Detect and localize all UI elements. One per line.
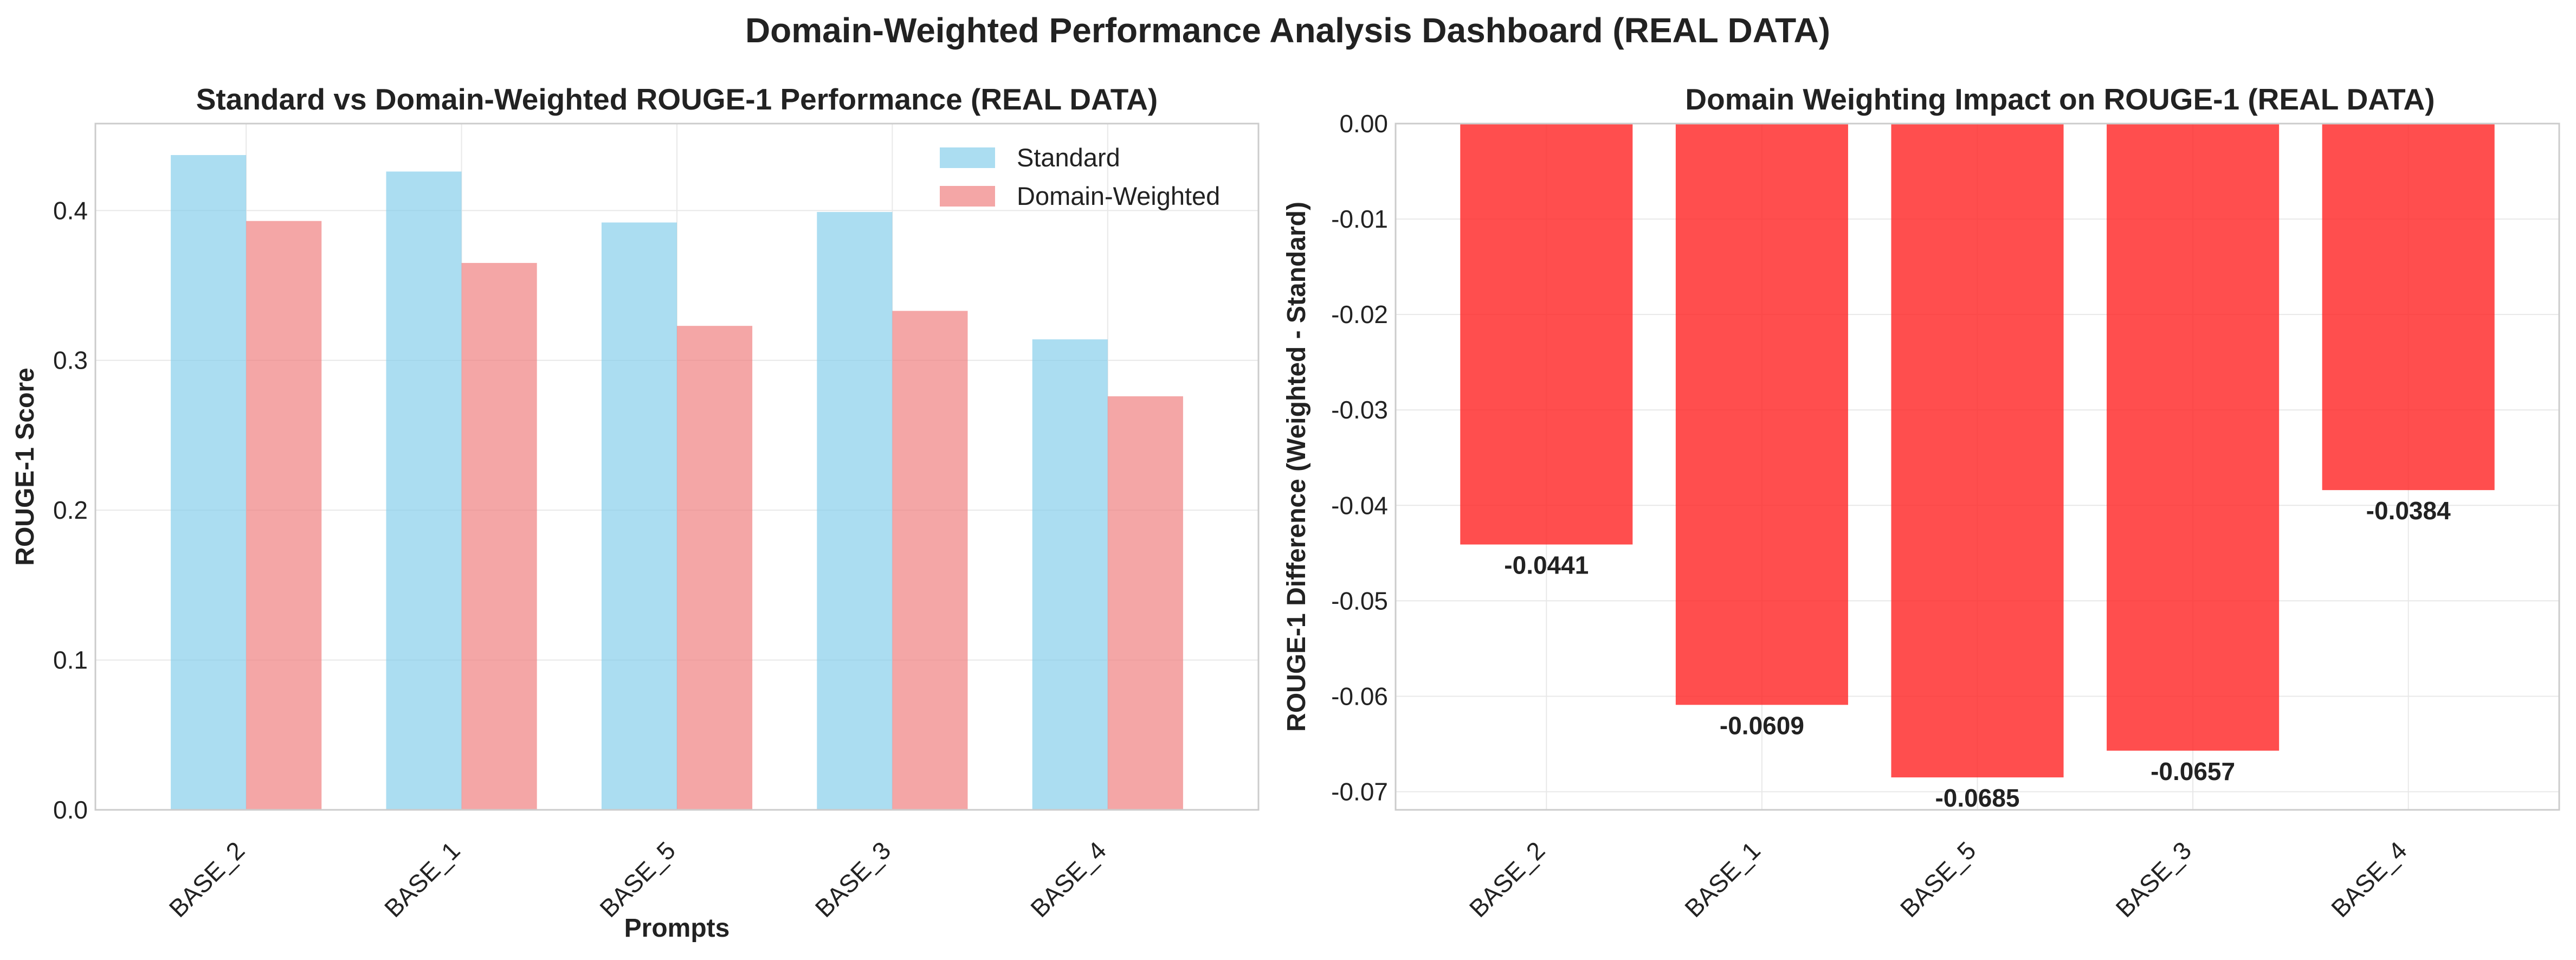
bar-diff-base_4 xyxy=(2322,124,2495,491)
bar-domain-weighted-base_5 xyxy=(677,326,753,810)
bar-diff-base_2 xyxy=(1460,124,1633,545)
right-value-labels: -0.0441 -0.0609 -0.0685 -0.0657 -0.0384 xyxy=(1504,497,2451,812)
bar-diff-base_3 xyxy=(2107,124,2280,751)
legend-swatch-domain-weighted xyxy=(940,186,995,207)
right-bars xyxy=(1460,124,2495,778)
bar-domain-weighted-base_2 xyxy=(246,221,322,810)
right-y-tick-label: -0.03 xyxy=(1331,396,1388,424)
right-x-tick-label: BASE_5 xyxy=(1895,836,1981,923)
value-label-base_5: -0.0685 xyxy=(1935,784,2019,812)
right-y-tick-label: -0.02 xyxy=(1331,300,1388,328)
left-y-tick-label: 0.2 xyxy=(53,496,88,524)
right-y-tick-label: -0.01 xyxy=(1331,205,1388,233)
right-y-tick-label: -0.04 xyxy=(1331,491,1388,519)
legend-label-domain-weighted: Domain-Weighted xyxy=(1017,182,1220,210)
right-x-ticks: BASE_2 BASE_1 BASE_5 BASE_3 BASE_4 xyxy=(1464,836,2412,923)
left-x-tick-label: BASE_3 xyxy=(810,836,896,923)
left-x-axis-label: Prompts xyxy=(624,914,730,943)
right-plot-frame xyxy=(1394,123,2560,811)
right-y-tick-label: -0.06 xyxy=(1331,682,1388,710)
left-chart: Standard vs Domain-Weighted ROUGE-1 Perf… xyxy=(11,82,1260,943)
left-x-tick-label: BASE_4 xyxy=(1025,836,1112,923)
left-y-tick-label: 0.3 xyxy=(53,346,88,375)
right-chart-title: Domain Weighting Impact on ROUGE-1 (REAL… xyxy=(1685,82,2435,116)
figure-suptitle: Domain-Weighted Performance Analysis Das… xyxy=(745,11,1830,50)
left-bars xyxy=(171,155,1183,810)
right-chart: Domain Weighting Impact on ROUGE-1 (REAL… xyxy=(1282,82,2560,923)
value-label-base_1: -0.0609 xyxy=(1720,711,1804,739)
left-x-ticks: BASE_2 BASE_1 BASE_5 BASE_3 BASE_4 xyxy=(164,836,1112,923)
left-chart-title: Standard vs Domain-Weighted ROUGE-1 Perf… xyxy=(196,82,1158,116)
bar-domain-weighted-base_3 xyxy=(892,311,968,810)
right-x-tick-label: BASE_1 xyxy=(1679,836,1766,923)
left-y-axis-label: ROUGE-1 Score xyxy=(11,368,40,565)
value-label-base_4: -0.0384 xyxy=(2366,497,2451,525)
right-x-tick-label: BASE_3 xyxy=(2110,836,2197,923)
left-x-tick-label: BASE_1 xyxy=(379,836,466,923)
left-legend: Standard Domain-Weighted xyxy=(940,143,1220,210)
bar-standard-base_4 xyxy=(1032,339,1108,810)
left-y-tick-label: 0.0 xyxy=(53,796,88,824)
value-label-base_2: -0.0441 xyxy=(1504,551,1589,579)
legend-label-standard: Standard xyxy=(1017,143,1120,172)
bar-diff-base_5 xyxy=(1891,124,2064,778)
left-y-tick-label: 0.4 xyxy=(53,196,88,224)
bar-standard-base_3 xyxy=(817,212,893,810)
left-x-tick-label: BASE_2 xyxy=(164,836,250,923)
bar-standard-base_2 xyxy=(171,155,247,810)
value-label-base_3: -0.0657 xyxy=(2151,757,2235,785)
legend-swatch-standard xyxy=(940,147,995,168)
bar-diff-base_1 xyxy=(1675,124,1848,705)
bar-standard-base_1 xyxy=(386,171,462,810)
left-x-tick-label: BASE_5 xyxy=(594,836,681,923)
left-plot-frame xyxy=(94,123,1260,811)
right-y-ticks: 0.00 -0.01 -0.02 -0.03 -0.04 -0.05 -0.06 -0.07 xyxy=(1331,109,1388,806)
right-x-tick-label: BASE_4 xyxy=(2326,836,2412,923)
bar-standard-base_5 xyxy=(601,222,677,810)
left-y-ticks: 0.0 0.1 0.2 0.3 0.4 xyxy=(53,196,88,824)
right-y-tick-label: 0.00 xyxy=(1339,109,1388,138)
left-y-tick-label: 0.1 xyxy=(53,646,88,674)
bar-domain-weighted-base_4 xyxy=(1107,396,1183,810)
right-x-tick-label: BASE_2 xyxy=(1464,836,1551,923)
right-y-tick-label: -0.05 xyxy=(1331,587,1388,615)
right-y-tick-label: -0.07 xyxy=(1331,778,1388,806)
right-y-axis-label: ROUGE-1 Difference (Weighted - Standard) xyxy=(1282,202,1311,732)
bar-domain-weighted-base_1 xyxy=(461,263,537,810)
